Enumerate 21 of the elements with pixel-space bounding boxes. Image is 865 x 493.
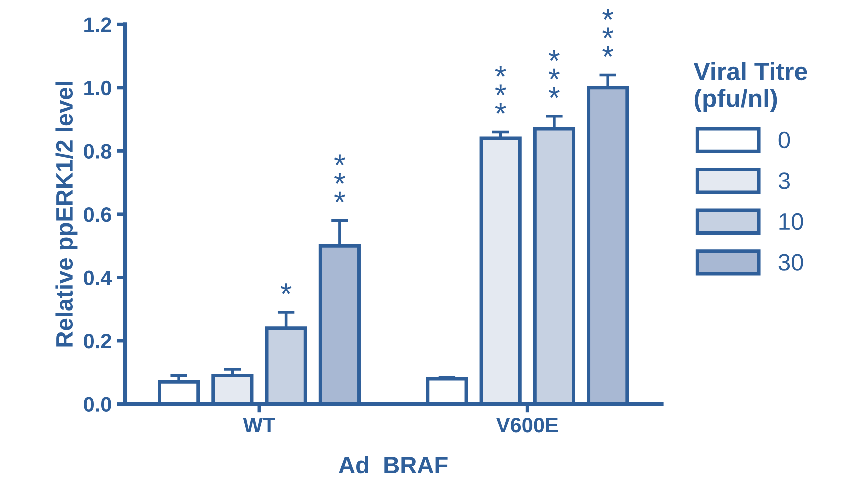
x-tick-label: V600E bbox=[496, 418, 558, 433]
x-axis-title: Ad BRAF bbox=[339, 456, 448, 474]
data-label: * * * bbox=[549, 50, 560, 98]
legend-label: 3 bbox=[778, 172, 790, 190]
y-axis-title: Relative ppERK1/2 level bbox=[56, 82, 78, 347]
data-label: * * * bbox=[602, 9, 614, 58]
y-tick-label: 0.8 bbox=[84, 144, 112, 159]
legend-label: 0 bbox=[778, 132, 790, 149]
legend-title: Viral Titre (pfu/nl) bbox=[694, 62, 808, 112]
y-tick-label: 0.2 bbox=[84, 334, 112, 349]
x-tick-label: WT bbox=[243, 418, 276, 433]
y-tick-label: 1.2 bbox=[84, 18, 112, 32]
y-tick-label: 1.0 bbox=[84, 80, 112, 96]
y-tick-label: 0.0 bbox=[84, 397, 112, 412]
legend-label: 10 bbox=[780, 213, 804, 230]
data-label: * * * bbox=[495, 66, 506, 114]
y-tick-label: 0.4 bbox=[84, 270, 112, 286]
y-tick-label: 0.6 bbox=[84, 207, 112, 222]
legend-label: 30 bbox=[778, 254, 804, 271]
data-label: * bbox=[280, 284, 292, 294]
data-label: * * * bbox=[334, 154, 346, 203]
